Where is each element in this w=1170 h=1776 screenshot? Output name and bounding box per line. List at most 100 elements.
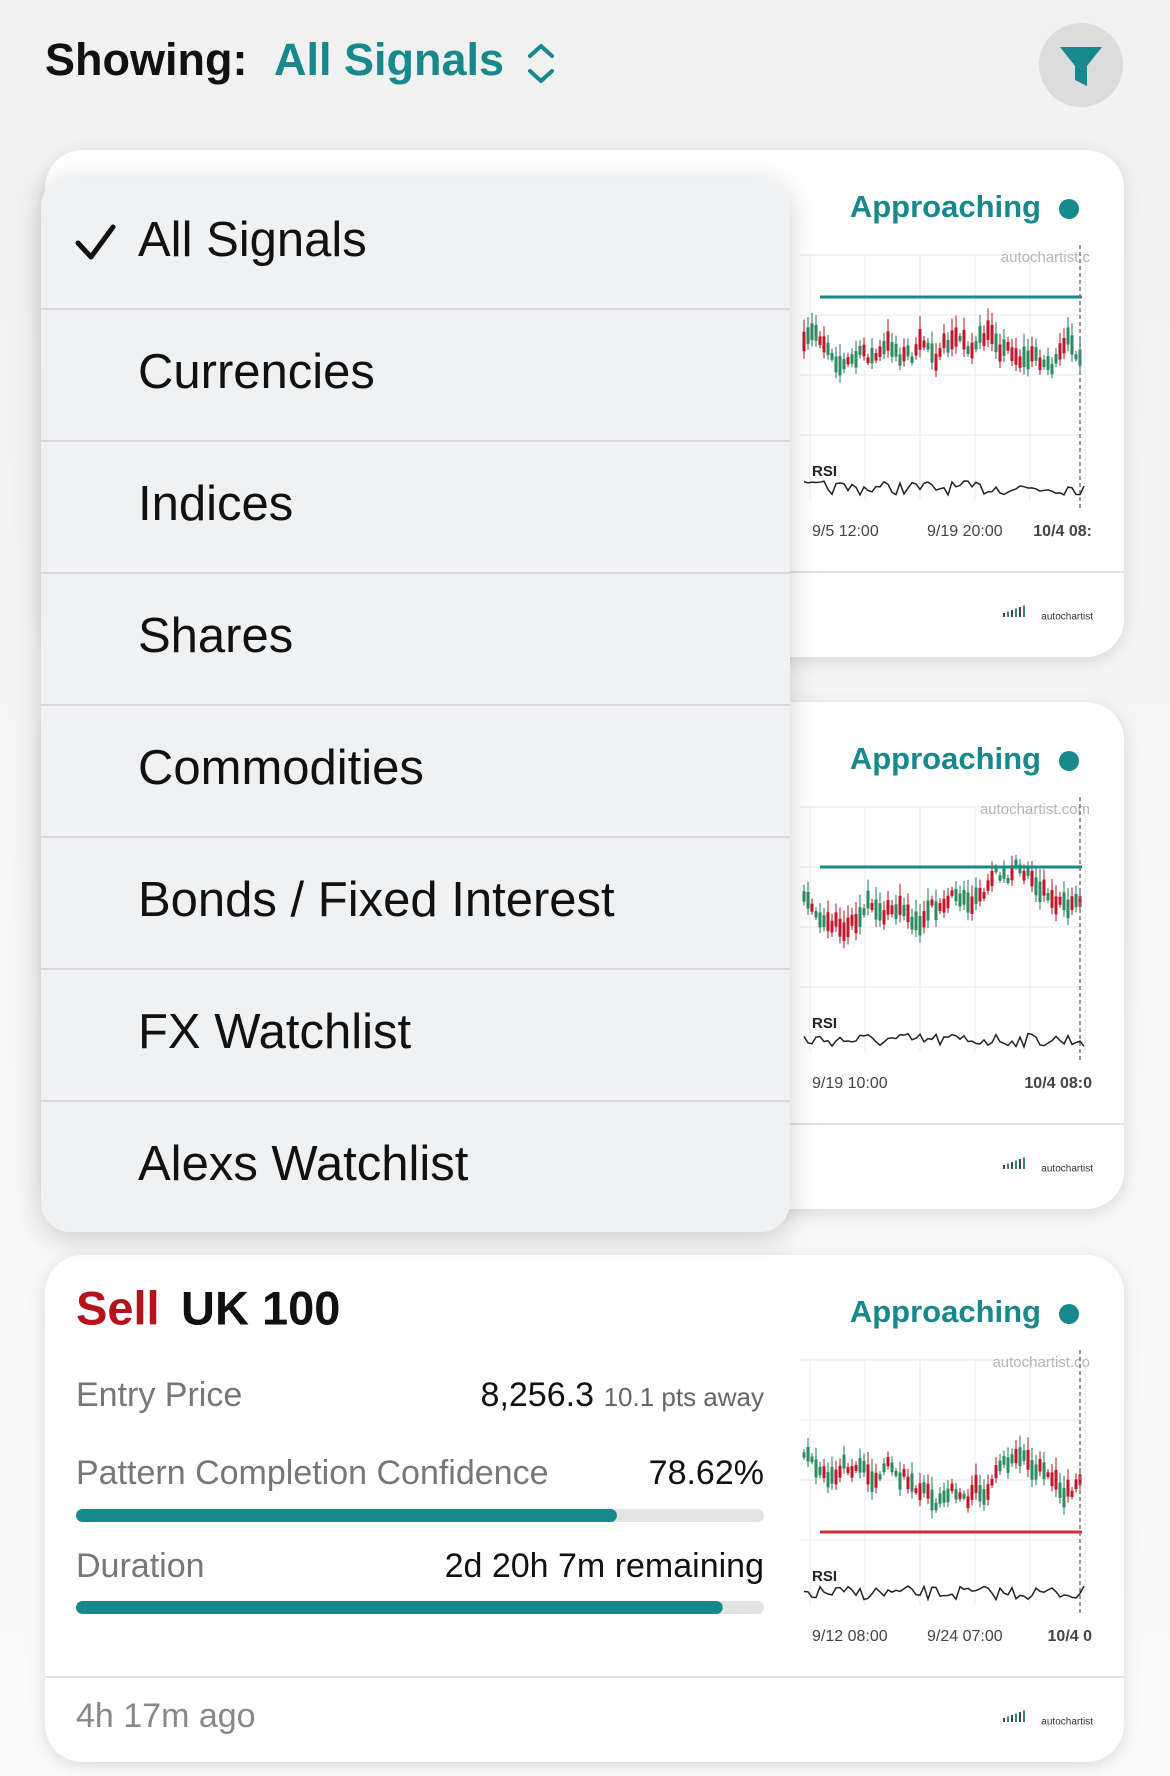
status-dot bbox=[1059, 1304, 1079, 1324]
menu-item-label[interactable]: Bonds / Fixed Interest bbox=[138, 873, 615, 927]
candle bbox=[962, 1493, 966, 1499]
candle bbox=[862, 908, 866, 915]
candle bbox=[1038, 357, 1042, 371]
candle bbox=[1030, 870, 1034, 887]
candle bbox=[846, 1466, 850, 1474]
logo-bar bbox=[1011, 1162, 1013, 1169]
candle bbox=[934, 353, 938, 371]
candle bbox=[902, 347, 906, 362]
menu-item-label[interactable]: All Signals bbox=[138, 213, 367, 267]
candle bbox=[1046, 356, 1050, 370]
candle bbox=[1018, 356, 1022, 368]
chevron-icon[interactable] bbox=[528, 44, 554, 83]
candle bbox=[974, 887, 978, 904]
menu-item-label[interactable]: Shares bbox=[138, 609, 293, 663]
candle bbox=[1074, 354, 1078, 360]
menu-item-label[interactable]: Alexs Watchlist bbox=[138, 1137, 469, 1191]
direction: Sell bbox=[76, 1281, 160, 1334]
candle bbox=[1022, 870, 1026, 881]
candle bbox=[878, 903, 882, 921]
entry-value: 8,256.3 bbox=[481, 1376, 594, 1414]
rsi-line bbox=[803, 1032, 1085, 1050]
rsi-line bbox=[803, 1584, 1085, 1602]
candle bbox=[894, 904, 898, 920]
candle bbox=[1006, 878, 1010, 883]
candle bbox=[1070, 335, 1074, 355]
logo-bar bbox=[1007, 1716, 1009, 1722]
candle bbox=[1074, 893, 1078, 908]
candle bbox=[830, 1466, 834, 1484]
candle bbox=[890, 905, 894, 915]
entry-label: Entry Price bbox=[76, 1376, 242, 1414]
candle bbox=[1006, 342, 1010, 351]
candle bbox=[994, 1465, 998, 1479]
candle bbox=[850, 1466, 854, 1478]
selection[interactable]: All Signals bbox=[274, 34, 504, 85]
logo-bar bbox=[1019, 1159, 1021, 1169]
candle bbox=[922, 340, 926, 348]
candle bbox=[806, 327, 810, 344]
candle bbox=[942, 898, 946, 913]
candle bbox=[1022, 1450, 1026, 1461]
candle bbox=[930, 343, 934, 363]
duration-bar bbox=[76, 1601, 723, 1614]
candle bbox=[986, 880, 990, 891]
candle bbox=[1058, 896, 1062, 905]
candle bbox=[842, 1454, 846, 1469]
candle bbox=[1002, 339, 1006, 356]
candle bbox=[926, 342, 930, 350]
candle bbox=[946, 340, 950, 353]
candle bbox=[802, 331, 806, 352]
candle bbox=[870, 903, 874, 910]
candle bbox=[990, 870, 994, 886]
candle bbox=[870, 347, 874, 364]
menu-item-label[interactable]: FX Watchlist bbox=[138, 1005, 412, 1059]
status-dot bbox=[1059, 199, 1079, 219]
candle bbox=[946, 1488, 950, 1503]
candle bbox=[822, 1466, 826, 1479]
candle bbox=[1034, 1464, 1038, 1480]
candle bbox=[810, 323, 814, 341]
candle bbox=[970, 896, 974, 914]
instrument: UK 100 bbox=[181, 1281, 340, 1334]
candle bbox=[902, 904, 906, 917]
duration-label: Duration bbox=[76, 1547, 205, 1585]
candle bbox=[810, 1456, 814, 1463]
candle bbox=[914, 344, 918, 356]
candle bbox=[878, 346, 882, 357]
candle bbox=[834, 356, 838, 373]
menu-item-label[interactable]: Currencies bbox=[138, 345, 375, 399]
candle bbox=[838, 918, 842, 937]
candle bbox=[906, 345, 910, 357]
candle bbox=[830, 352, 834, 360]
candle bbox=[1050, 1472, 1054, 1487]
candle bbox=[1010, 1454, 1014, 1464]
candle bbox=[998, 344, 1002, 362]
candle bbox=[926, 1483, 930, 1499]
candle bbox=[890, 342, 894, 358]
candle bbox=[854, 351, 858, 368]
candle bbox=[966, 346, 970, 354]
candle bbox=[814, 1459, 818, 1478]
candle bbox=[974, 341, 978, 350]
candle bbox=[838, 1465, 842, 1478]
candle bbox=[922, 1482, 926, 1494]
candle bbox=[1062, 892, 1066, 911]
candle bbox=[1042, 359, 1046, 368]
candle bbox=[982, 891, 986, 899]
candle bbox=[850, 914, 854, 926]
rsi-label: RSI bbox=[812, 1568, 837, 1585]
candle bbox=[1026, 1449, 1030, 1470]
filter-icon[interactable] bbox=[1060, 47, 1102, 86]
candle bbox=[1030, 346, 1034, 362]
logo-bar bbox=[1011, 1715, 1013, 1722]
menu-item-label[interactable]: Indices bbox=[138, 477, 293, 531]
signal-card[interactable]: Approaching autochartist.co RSI 9/12 08:00 9… bbox=[45, 1255, 1124, 1762]
menu-item-label[interactable]: Commodities bbox=[138, 741, 424, 795]
candle bbox=[1074, 1479, 1078, 1490]
candle bbox=[1066, 899, 1070, 919]
candle bbox=[970, 1484, 974, 1500]
candle bbox=[898, 1472, 902, 1490]
candle bbox=[810, 903, 814, 912]
logo-bar bbox=[1011, 610, 1013, 617]
